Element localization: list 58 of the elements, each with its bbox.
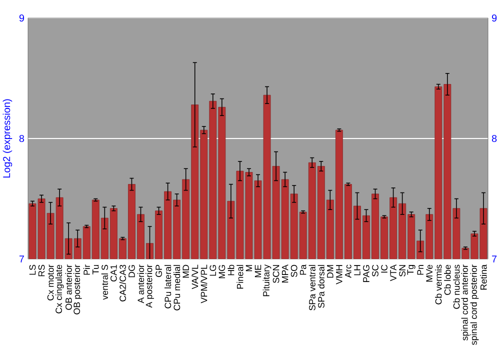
x-tick-label: Cb vermis — [435, 264, 442, 304]
x-tick-label: IC — [381, 264, 388, 273]
x-tick-label: MVe — [426, 264, 433, 282]
x-tick-label: SPa ventral — [308, 265, 316, 310]
x-tick-label: OB posterior — [73, 264, 82, 314]
y2-tick-label: 7 — [492, 256, 497, 262]
x-tick-label: CA2/CA3 — [119, 264, 126, 302]
x-tick-label: SCN — [272, 265, 280, 283]
x-tick-label: Pineal — [236, 265, 244, 289]
x-tick-label: MG — [218, 265, 226, 278]
x-tick-label: OB anterior — [65, 264, 72, 310]
x-tick-label: Cx cingulate — [55, 264, 64, 314]
x-tick-label: Cx motor — [47, 264, 54, 300]
x-tick-label: Cb lobe — [444, 264, 451, 295]
x-tick-label: Cb nucleus — [453, 264, 460, 309]
x-tick-label: DG — [128, 265, 135, 278]
x-tick-label: VPM/VPL — [200, 264, 208, 304]
x-tick-label: PAG — [363, 265, 370, 282]
x-tick-label: spinal cord anterior — [461, 264, 470, 340]
x-tick-label: Retina — [480, 264, 487, 290]
x-tick-label: GP — [156, 264, 162, 277]
x-tick-label: Pir — [83, 264, 90, 275]
x-tick-label: LS — [29, 264, 36, 275]
x-tick-label: Pa — [300, 264, 306, 275]
x-tick-label: A posterior — [146, 264, 154, 308]
x-tick-label: RS — [38, 264, 45, 276]
y-axis-title: Log2 (expression) — [2, 99, 12, 178]
x-tick-label: CPu lateral — [164, 265, 172, 308]
x-tick-label: A anterior — [137, 264, 144, 304]
x-tick-label: VTA — [390, 264, 396, 282]
y2-tick-label: 9 — [492, 14, 497, 22]
x-tick-label: VMH — [336, 265, 342, 284]
x-tick-label: VA/VL — [192, 264, 198, 290]
x-tick-label: Pn — [417, 265, 424, 275]
x-tick-label: MD — [182, 264, 189, 278]
x-tick-label: Tg — [407, 265, 416, 275]
x-tick-label: SPa dorsal — [318, 265, 324, 308]
x-tick-label: CA1 — [110, 264, 117, 282]
y-tick-label: 8 — [19, 134, 24, 142]
y2-tick-label: 8 — [492, 134, 497, 142]
x-tick-label: CPu medial — [174, 265, 180, 310]
x-tick-label: Tu — [92, 265, 99, 274]
x-tick-label: ME — [254, 264, 262, 278]
x-tick-label: M — [246, 265, 252, 272]
x-tick-label: SN — [399, 265, 406, 276]
x-tick-label: ventral S — [101, 264, 108, 300]
x-tick-label: Hb — [228, 264, 234, 276]
x-tick-label: MPA — [282, 264, 288, 282]
x-tick-label: SC — [372, 264, 378, 276]
y-tick-label: 9 — [19, 14, 24, 22]
x-tick-label: DM — [327, 265, 334, 278]
x-tick-label: spinal cord posterior — [470, 264, 479, 345]
x-tick-label: SO — [290, 264, 298, 277]
x-tick-label: LH — [354, 265, 360, 276]
x-tick-label: LG — [210, 265, 216, 276]
y-tick-label: 7 — [19, 256, 24, 262]
x-tick-label: Pituitary — [262, 264, 272, 296]
x-tick-label: Arc — [345, 264, 352, 278]
